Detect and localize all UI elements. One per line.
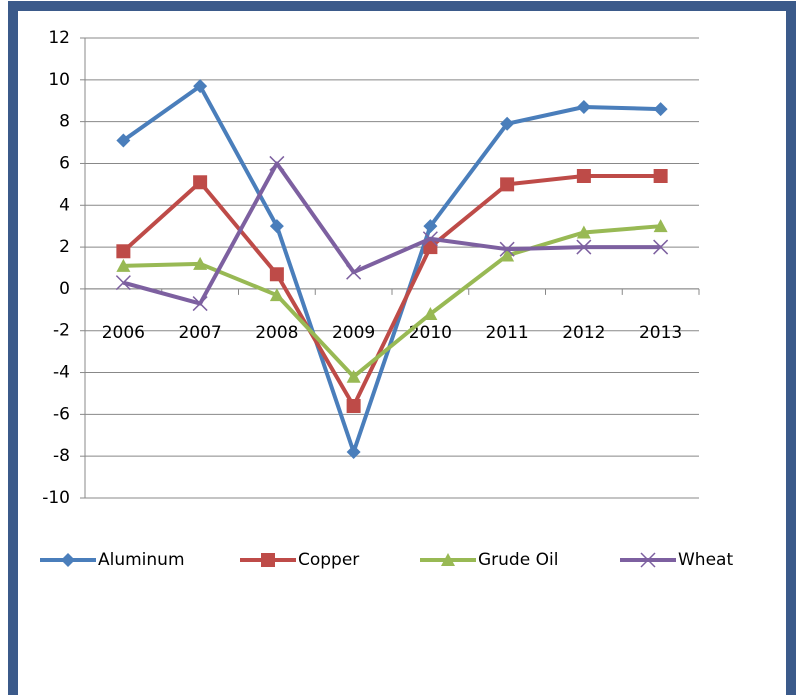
data-point [269, 288, 284, 302]
data-point [346, 264, 362, 280]
legend-marker [640, 552, 656, 568]
x-tick-label: 2007 [178, 323, 221, 343]
y-tick-label: 2 [59, 237, 70, 257]
data-point [423, 240, 438, 255]
y-tick-label: -4 [53, 363, 70, 383]
data-point [116, 133, 131, 148]
data-point [500, 248, 515, 262]
data-point [653, 219, 668, 233]
data-point [116, 244, 131, 259]
x-tick-label: 2008 [255, 323, 298, 343]
y-tick-label: 8 [59, 112, 70, 132]
y-tick-label: -8 [53, 446, 70, 466]
data-point [576, 100, 591, 114]
data-point [346, 399, 361, 413]
x-tick-label: 2013 [639, 323, 682, 343]
data-point [576, 169, 591, 183]
data-point [346, 445, 361, 459]
x-tick-label: 2012 [562, 323, 605, 343]
y-tick-label: 6 [59, 153, 70, 173]
series-line [122, 84, 661, 454]
x-tick-label: 2011 [485, 323, 528, 343]
data-point [422, 231, 438, 247]
series-line [122, 161, 661, 306]
legend-label: Grude Oil [478, 550, 558, 570]
data-point [116, 258, 131, 272]
y-tick-label: -2 [53, 321, 70, 341]
legend-marker [441, 553, 455, 566]
data-point [423, 219, 438, 234]
data-point [115, 275, 131, 291]
data-point [653, 239, 669, 255]
legend-label: Wheat [678, 550, 733, 570]
y-tick-label: 4 [59, 195, 70, 215]
y-tick-label: -10 [42, 488, 70, 508]
data-point [423, 307, 438, 320]
y-tick-label: 12 [48, 28, 70, 48]
x-tick-label: 2010 [409, 323, 452, 343]
legend-label: Copper [298, 550, 359, 570]
x-tick-label: 2006 [102, 323, 145, 343]
data-point [193, 175, 208, 190]
series-line [123, 224, 661, 379]
data-point [576, 239, 592, 255]
data-point [576, 225, 591, 239]
legend-marker [61, 553, 75, 567]
legend-marker [261, 553, 275, 567]
data-point [500, 116, 515, 131]
data-point [269, 219, 284, 234]
data-point [269, 155, 285, 171]
data-point [499, 241, 515, 257]
data-point [653, 102, 668, 117]
legend-label: Aluminum [98, 550, 185, 570]
data-point [346, 369, 361, 383]
data-point [192, 296, 208, 312]
data-point [269, 267, 284, 282]
y-tick-label: 10 [48, 70, 70, 90]
data-point [193, 256, 208, 270]
y-tick-label: 0 [59, 279, 70, 299]
x-tick-label: 2009 [332, 323, 375, 343]
data-point [500, 177, 515, 192]
data-point [653, 169, 668, 183]
series-line [122, 174, 661, 408]
y-tick-label: -6 [53, 404, 70, 424]
data-point [193, 79, 208, 94]
frame [8, 1, 796, 695]
